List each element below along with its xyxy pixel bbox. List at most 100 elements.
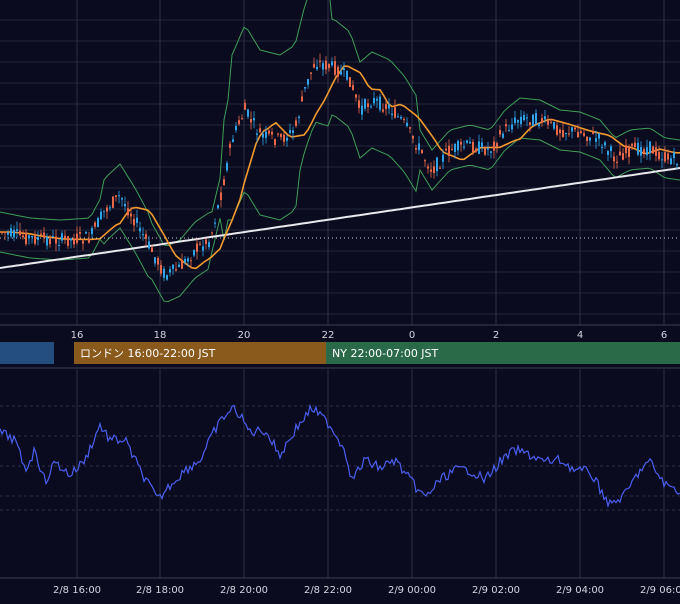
candle-body [106,207,108,212]
price-axis-tick-label: 18 [154,330,167,341]
candle-body [208,242,210,248]
candle-body [487,148,489,150]
session-bar: ロンドン 16:00-22:00 JST NY 22:00-07:00 JST [0,342,680,364]
candle-body [37,237,39,240]
candle-body [178,264,180,268]
candle-body [205,239,207,244]
price-axis-tick-label: 0 [409,330,415,341]
candle-body [10,228,12,237]
candle-body [409,127,411,129]
candle-body [184,258,186,263]
candle-body [385,104,387,110]
candle-body [442,154,444,162]
candle-body [358,100,360,108]
candle-body [103,210,105,212]
candle-body [292,130,294,133]
candle-body [661,159,663,161]
candle-body [100,211,102,220]
candle-body [109,207,111,209]
candle-body [82,240,84,244]
session-ny-label: NY 22:00-07:00 JST [332,347,439,360]
candle-body [43,232,45,238]
candle-body [619,151,621,156]
candle-body [16,229,18,231]
candle-body [139,227,141,232]
candle-body [55,236,57,244]
candle-body [334,61,336,75]
candle-body [49,238,51,245]
candle-body [556,125,558,135]
candle-body [574,127,576,130]
candle-body [259,128,261,133]
candle-body [658,151,660,160]
candle-body [247,109,249,117]
candle-body [217,205,219,209]
candle-body [586,136,588,141]
candle-body [268,130,270,134]
candle-body [199,243,201,245]
candle-body [562,129,564,138]
candle-body [460,141,462,145]
candle-body [448,145,450,156]
candle-body [322,63,324,70]
candle-body [469,141,471,144]
candle-body [91,227,93,235]
candle-body [76,233,78,243]
candle-body [565,133,567,135]
candle-body [508,130,510,132]
candle-body [64,235,66,239]
price-axis-tick-label: 20 [238,330,251,341]
candle-body [421,149,423,154]
oscillator-pane[interactable] [0,403,680,509]
session-london-band [74,342,326,364]
candle-body [166,275,168,280]
candle-body [538,123,540,127]
price-axis-tick-label: 16 [71,330,84,341]
candle-body [214,222,216,224]
candle-body [229,143,231,148]
candle-body [478,141,480,154]
candle-body [622,153,624,160]
candle-body [640,147,642,156]
candle-body [289,129,291,133]
candle-body [172,264,174,269]
candle-body [124,203,126,207]
candle-body [379,96,381,110]
candle-body [391,113,393,115]
candle-body [424,160,426,162]
candle-body [319,60,321,62]
candle-body [25,232,27,244]
candle-body [484,147,486,155]
candle-body [211,232,213,234]
candle-body [355,94,357,98]
candle-body [568,133,570,135]
candle-body [364,99,366,109]
candle-body [559,129,561,134]
candle-body [505,124,507,127]
price-pane[interactable] [0,0,680,303]
candle-body [238,120,240,125]
candle-body [40,233,42,235]
candle-body [19,230,21,236]
candle-body [142,234,144,236]
candle-body [502,133,504,138]
candle-body [154,257,156,264]
candle-body [541,118,543,123]
candle-body [604,142,606,146]
candle-body [61,233,63,241]
candle-body [202,246,204,251]
candle-body [127,208,129,216]
candle-body [529,122,531,126]
candle-body [511,124,513,130]
candle-body [589,137,591,141]
candle-body [670,158,672,165]
candle-body [52,235,54,237]
candle-body [376,98,378,101]
candle-body [163,268,165,278]
oscillator-axis-tick-label: 2/9 06:00 [640,585,680,596]
candle-body [46,236,48,246]
candle-body [235,125,237,131]
